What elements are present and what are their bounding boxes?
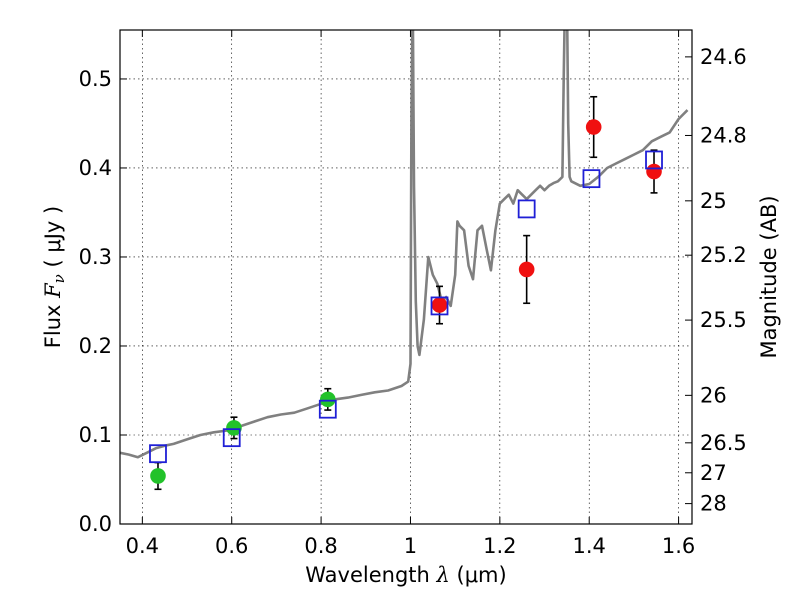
y-tick-label: 0.4: [79, 156, 112, 180]
y-tick-label: 0.0: [79, 512, 112, 536]
model-photometry-square: [517, 199, 536, 219]
y-tick-label: 0.1: [79, 423, 112, 447]
model-photometry-square: [430, 296, 449, 316]
model-spectrum-line: [120, 30, 689, 459]
ticks: 0.4 0.6 0.8 1 1.2 1.4 1.6 0.0 0.1 0.2 0.3 0.4 0.5 24.…: [79, 30, 747, 558]
observed-data-point: [226, 420, 242, 436]
y-tick-label: 0.2: [79, 334, 112, 358]
model-photometry-square: [645, 150, 663, 170]
x-tick-label: 1.2: [483, 534, 516, 558]
model-photometry-square: [222, 428, 241, 448]
observed-data-point: [518, 261, 535, 278]
y2-tick-label: 28: [700, 492, 727, 516]
y-tick-label: 0.3: [79, 245, 112, 269]
grid: [120, 30, 692, 525]
observed-data-point: [319, 391, 336, 408]
y-tick-label: 0.5: [79, 67, 112, 91]
y-axis-label: Flux Fν ( μJy ): [41, 206, 68, 348]
y2-tick-label: 26: [700, 383, 727, 407]
plot-frame: [119, 29, 693, 525]
model-photometry-square: [582, 169, 601, 189]
observed-data-point: [431, 297, 448, 313]
model-photometry-square: [318, 399, 337, 419]
y2-tick-label: 25.2: [700, 243, 747, 267]
y2-axis-label: Magnitude (AB): [757, 195, 781, 358]
x-tick-label: 0.4: [126, 534, 159, 558]
y2-tick-label: 25.5: [700, 308, 747, 332]
model-photometry-square: [149, 444, 167, 464]
observed-data-point: [646, 163, 662, 180]
x-tick-label: 0.6: [215, 534, 248, 558]
x-axis-label: Wavelength λ (μm): [305, 563, 506, 587]
y2-tick-label: 24.8: [700, 123, 747, 147]
y2-tick-label: 25: [700, 189, 727, 213]
observed-data-point: [585, 119, 602, 135]
y2-tick-label: 24.6: [700, 45, 747, 69]
x-tick-label: 1.4: [573, 534, 606, 558]
y2-tick-label: 27: [700, 461, 727, 485]
x-tick-label: 0.8: [304, 534, 337, 558]
x-tick-label: 1.6: [662, 534, 695, 558]
axis-labels: Wavelength λ (μm) Flux Fν ( μJy ) Magnitud…: [41, 195, 781, 587]
y2-tick-label: 26.5: [700, 431, 747, 455]
x-tick-label: 1: [404, 534, 417, 558]
observed-data-point: [150, 468, 166, 484]
